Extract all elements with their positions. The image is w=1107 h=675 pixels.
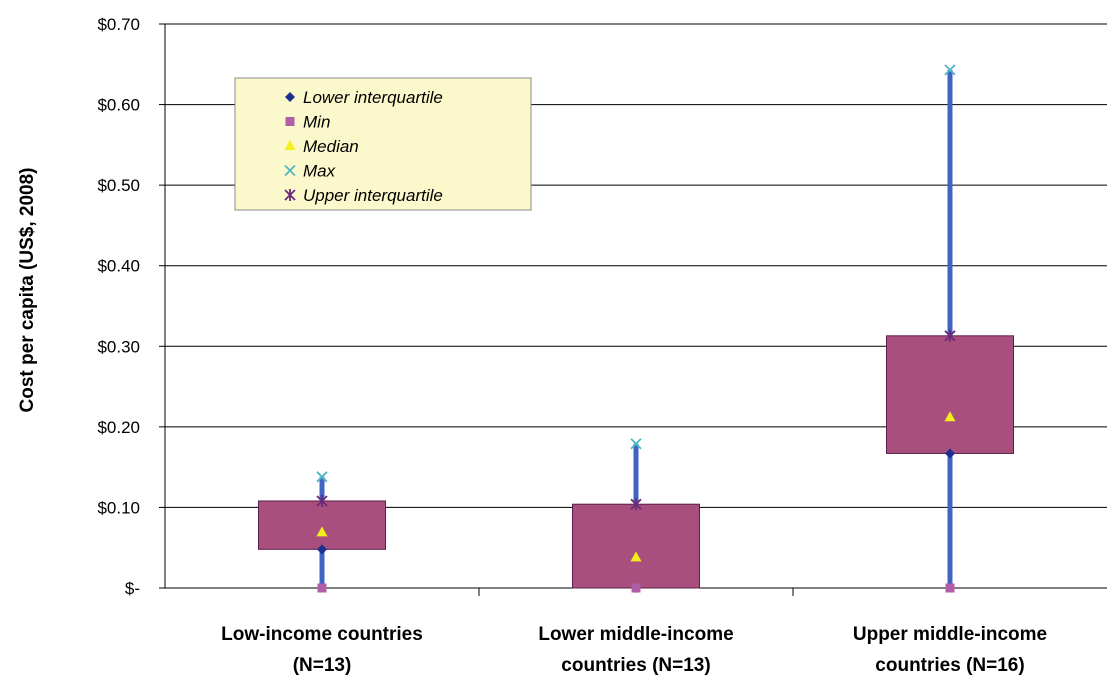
legend-marker-star [284, 189, 296, 201]
legend-marker-diamond [285, 92, 295, 102]
max-point [630, 438, 642, 450]
y-tick-label: $0.70 [97, 15, 140, 34]
lower-interquartile-point [317, 544, 327, 555]
max-point [316, 471, 328, 483]
y-tick-label: $0.60 [97, 96, 140, 115]
y-tick-label: $- [125, 579, 140, 598]
y-axis-label: Cost per capita (US$, 2008) [17, 168, 38, 413]
upper-interquartile-point [316, 494, 328, 507]
iqr-box [572, 503, 700, 589]
median-point [630, 551, 642, 562]
min-point [945, 583, 955, 593]
min-point [631, 583, 641, 593]
legend-label: Min [303, 113, 330, 132]
category-label: Upper middle-income [853, 624, 1047, 645]
median-point [316, 526, 328, 537]
legend-marker-x [284, 164, 296, 177]
legend-label: Lower interquartile [303, 88, 443, 107]
max-point [944, 64, 956, 76]
y-tick-label: $0.20 [97, 418, 140, 437]
lower-interquartile-point [945, 448, 955, 459]
category-label: countries (N=16) [875, 655, 1024, 675]
y-tick-labels: $0.70 $0.60 $0.50 $0.40 $0.30 $0.20 $0.10 $- [97, 15, 140, 598]
legend-label: Median [303, 137, 359, 156]
legend-marker-square [285, 117, 295, 126]
y-tick-label: $0.50 [97, 176, 140, 195]
iqr-box [258, 500, 386, 550]
median-point [944, 411, 956, 422]
category-label: countries (N=13) [561, 655, 710, 675]
y-tick-label: $0.10 [97, 498, 140, 517]
y-tick-label: $0.40 [97, 257, 140, 276]
legend-box [234, 77, 532, 211]
upper-interquartile-point [630, 498, 642, 511]
iqr-box [886, 335, 1014, 454]
legend-label: Max [303, 162, 336, 181]
plot-marks [258, 64, 1014, 593]
category-label: Lower middle-income [538, 624, 733, 645]
category-label: Low-income countries [221, 624, 423, 645]
legend-marker-triangle [284, 140, 296, 150]
legend-label: Upper interquartile [303, 186, 443, 205]
category-label: (N=13) [293, 655, 352, 675]
upper-interquartile-point [944, 329, 956, 342]
legend: Lower interquartile Min Median Max Upper int… [234, 77, 532, 211]
category-labels: Low-income countries (N=13) Lower middle-i… [221, 624, 1047, 675]
y-tick-label: $0.30 [97, 337, 140, 356]
min-point [317, 583, 327, 593]
